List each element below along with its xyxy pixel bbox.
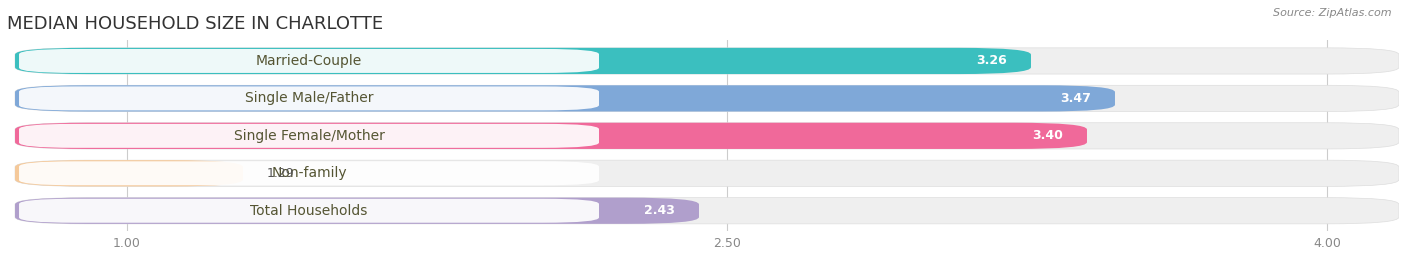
Text: Total Households: Total Households [250,204,368,218]
Text: MEDIAN HOUSEHOLD SIZE IN CHARLOTTE: MEDIAN HOUSEHOLD SIZE IN CHARLOTTE [7,15,384,33]
Text: 1.29: 1.29 [267,167,295,180]
FancyBboxPatch shape [15,198,699,224]
FancyBboxPatch shape [15,85,1399,112]
FancyBboxPatch shape [20,161,599,185]
FancyBboxPatch shape [15,198,1399,224]
FancyBboxPatch shape [20,124,599,148]
Text: Non-family: Non-family [271,166,347,180]
Text: Married-Couple: Married-Couple [256,54,363,68]
Text: 3.47: 3.47 [1060,92,1091,105]
Text: 3.26: 3.26 [976,54,1007,68]
FancyBboxPatch shape [15,123,1399,149]
FancyBboxPatch shape [15,48,1399,74]
Text: 2.43: 2.43 [644,204,675,217]
FancyBboxPatch shape [15,123,1087,149]
Text: Single Female/Mother: Single Female/Mother [233,129,384,143]
FancyBboxPatch shape [20,49,599,73]
Text: 3.40: 3.40 [1032,129,1063,142]
Text: Single Male/Father: Single Male/Father [245,91,373,105]
FancyBboxPatch shape [20,86,599,110]
FancyBboxPatch shape [15,160,243,186]
Text: Source: ZipAtlas.com: Source: ZipAtlas.com [1274,8,1392,18]
FancyBboxPatch shape [15,85,1115,112]
FancyBboxPatch shape [15,48,1031,74]
FancyBboxPatch shape [15,160,1399,186]
FancyBboxPatch shape [20,199,599,223]
